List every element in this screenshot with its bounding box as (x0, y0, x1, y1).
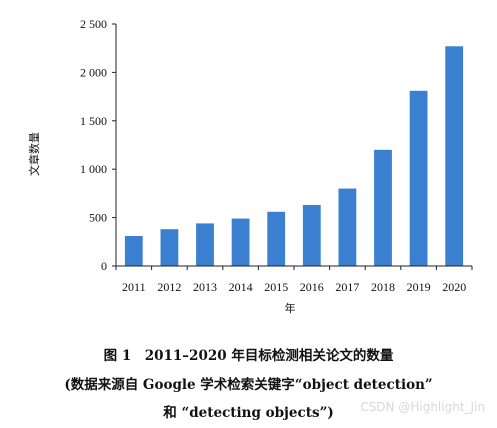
figure-caption-keywords: 和 “detecting objects”) (163, 405, 334, 421)
x-tick-label: 2011 (122, 280, 146, 294)
y-tick-label: 0 (101, 259, 107, 273)
x-tick-label: 2019 (407, 280, 431, 294)
x-tick-label: 2017 (335, 280, 359, 294)
x-tick-label: 2013 (193, 280, 217, 294)
y-axis-title: 文章数量 (27, 132, 41, 176)
bar-2019 (409, 90, 428, 267)
x-tick-label: 2015 (264, 280, 288, 294)
y-tick-label: 2 500 (80, 17, 107, 31)
x-tick-label: 2016 (300, 280, 324, 294)
bar-2017 (338, 188, 357, 266)
y-tick-label: 1 500 (80, 114, 107, 128)
bars (124, 46, 464, 267)
figure-caption-source: (数据来源自 Google 学术检索关键字“object detection” (64, 377, 433, 393)
y-tick-label: 1 000 (80, 162, 107, 176)
bar-2011 (124, 235, 143, 266)
figure-caption-title: 图 1 2011–2020 年目标检测相关论文的数量 (103, 348, 394, 364)
x-tick-label: 2012 (157, 280, 181, 294)
x-axis-title: 年 (285, 301, 296, 315)
bar-2020 (445, 46, 464, 266)
watermark-text: CSDN @Highlight_Jin (360, 400, 485, 414)
y-tick-label: 500 (89, 211, 107, 225)
bar-2014 (231, 218, 250, 266)
bar-2018 (374, 149, 392, 266)
bar-2013 (196, 223, 214, 266)
x-tick-label: 2020 (442, 280, 466, 294)
x-tick-label: 2014 (229, 280, 253, 294)
y-tick-label: 2 000 (80, 65, 107, 79)
y-axis: 0 500 1 000 1 500 2 000 2 500 (80, 17, 117, 273)
x-axis: 2011 2012 2013 2014 2015 2016 2017 2018 2019 2020 (115, 265, 473, 294)
bar-2012 (160, 229, 179, 266)
bar-2015 (267, 211, 286, 266)
bar-2016 (302, 205, 321, 266)
x-tick-label: 2018 (371, 280, 395, 294)
